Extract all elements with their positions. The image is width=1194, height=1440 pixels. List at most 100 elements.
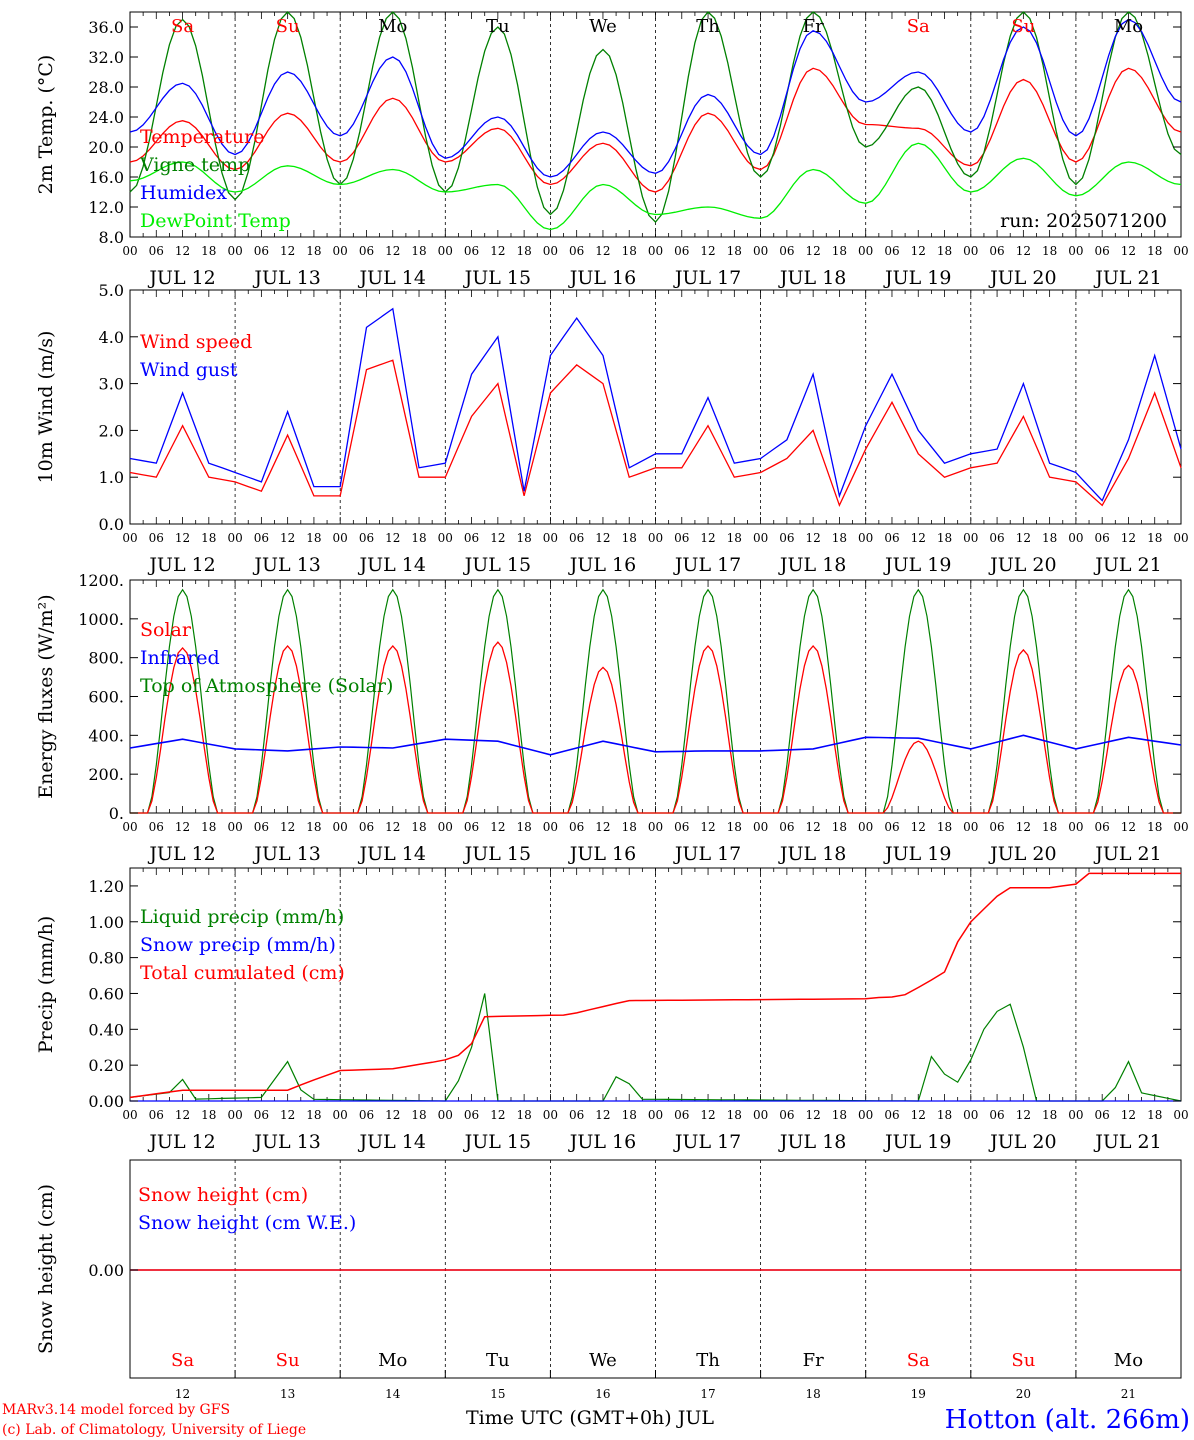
hour-tick-label: 12 bbox=[911, 820, 926, 834]
hour-tick-label: 18 bbox=[1042, 244, 1057, 258]
date-label: JUL 14 bbox=[358, 843, 426, 865]
wind-series-1 bbox=[129, 307, 1182, 502]
hour-tick-label: 18 bbox=[937, 1108, 952, 1122]
hour-tick-label: 06 bbox=[1095, 820, 1110, 834]
hour-tick-label: 12 bbox=[490, 244, 505, 258]
day-number: 12 bbox=[175, 1387, 190, 1401]
hour-tick-label: 18 bbox=[516, 820, 531, 834]
hour-tick-label: 18 bbox=[201, 820, 216, 834]
day-name: Tu bbox=[486, 16, 510, 37]
hour-tick-label: 00 bbox=[753, 820, 768, 834]
hour-tick-label: 18 bbox=[411, 1108, 426, 1122]
hour-tick-label: 00 bbox=[753, 1108, 768, 1122]
hour-tick-label: 12 bbox=[280, 1108, 295, 1122]
y-tick-label: 4.0 bbox=[99, 328, 124, 347]
hour-tick-label: 00 bbox=[1173, 1108, 1188, 1122]
hour-tick-label: 06 bbox=[149, 820, 164, 834]
day-number: 13 bbox=[280, 1387, 295, 1401]
y-tick-label: 0.20 bbox=[88, 1056, 124, 1075]
day-name: Sa bbox=[907, 1350, 930, 1371]
hour-tick-label: 00 bbox=[333, 244, 348, 258]
date-label: JUL 18 bbox=[778, 843, 846, 865]
hour-tick-label: 06 bbox=[884, 1108, 899, 1122]
day-name: We bbox=[589, 16, 617, 37]
hour-tick-label: 12 bbox=[490, 1108, 505, 1122]
y-tick-label: 0.60 bbox=[88, 984, 124, 1003]
legend-blue: Wind gust bbox=[140, 359, 238, 381]
hour-tick-label: 00 bbox=[227, 531, 242, 545]
hour-tick-label: 06 bbox=[779, 531, 794, 545]
day-name: Su bbox=[276, 16, 300, 37]
hour-tick-label: 18 bbox=[1042, 531, 1057, 545]
hour-tick-label: 12 bbox=[1016, 244, 1031, 258]
hour-tick-label: 00 bbox=[1068, 820, 1083, 834]
hour-tick-label: 06 bbox=[884, 820, 899, 834]
day-name: We bbox=[589, 1350, 617, 1371]
date-label: JUL 12 bbox=[147, 1131, 215, 1153]
y-tick-label: 1.0 bbox=[99, 468, 124, 487]
hour-tick-label: 18 bbox=[306, 1108, 321, 1122]
temp-series-2 bbox=[129, 18, 1182, 178]
lab-credit: (c) Lab. of Climatology, University of L… bbox=[2, 1422, 306, 1438]
hour-tick-label: 00 bbox=[1173, 531, 1188, 545]
hour-tick-label: 12 bbox=[490, 820, 505, 834]
hour-tick-label: 18 bbox=[832, 1108, 847, 1122]
hour-tick-label: 00 bbox=[963, 531, 978, 545]
panel-3: 00 06 12 18 JUL 12 00 06 12 18 JUL 13 00 06 12 18 JUL … bbox=[122, 579, 1189, 865]
hour-tick-label: 06 bbox=[989, 1108, 1004, 1122]
hour-tick-label: 12 bbox=[1121, 1108, 1136, 1122]
date-label: JUL 19 bbox=[883, 843, 951, 865]
hour-tick-label: 18 bbox=[411, 244, 426, 258]
hour-tick-label: 18 bbox=[832, 820, 847, 834]
legend-blue: Infrared bbox=[140, 647, 220, 669]
hour-tick-label: 18 bbox=[832, 531, 847, 545]
day-name: Sa bbox=[907, 16, 930, 37]
hour-tick-label: 06 bbox=[464, 820, 479, 834]
hour-tick-label: 12 bbox=[1016, 820, 1031, 834]
y-tick-label: 28.0 bbox=[88, 78, 124, 97]
hour-tick-label: 12 bbox=[700, 531, 715, 545]
hour-tick-label: 00 bbox=[648, 531, 663, 545]
date-label: JUL 20 bbox=[988, 554, 1056, 576]
hour-tick-label: 18 bbox=[306, 531, 321, 545]
day-number: 16 bbox=[595, 1387, 610, 1401]
y-axis-title: 10m Wind (m/s) bbox=[35, 331, 57, 484]
hour-tick-label: 18 bbox=[201, 531, 216, 545]
legend-red: Total cumulated (cm) bbox=[140, 962, 345, 984]
hour-tick-label: 12 bbox=[806, 244, 821, 258]
hour-tick-label: 06 bbox=[1095, 531, 1110, 545]
date-label: JUL 17 bbox=[673, 843, 741, 865]
hour-tick-label: 18 bbox=[1147, 820, 1162, 834]
hour-tick-label: 00 bbox=[122, 244, 137, 258]
y-tick-label: 12.0 bbox=[88, 198, 124, 217]
date-label: JUL 19 bbox=[883, 267, 951, 289]
hour-tick-label: 18 bbox=[411, 531, 426, 545]
panel-2: 00 06 12 18 JUL 12 00 06 12 18 JUL 13 00 06 12 18 JUL … bbox=[122, 289, 1189, 576]
hour-tick-label: 00 bbox=[858, 244, 873, 258]
y-tick-label: 0.00 bbox=[88, 1092, 124, 1111]
hour-tick-label: 00 bbox=[333, 531, 348, 545]
hour-tick-label: 06 bbox=[569, 531, 584, 545]
date-label: JUL 12 bbox=[147, 554, 215, 576]
hour-tick-label: 06 bbox=[674, 1108, 689, 1122]
y-tick-label: 200. bbox=[88, 765, 124, 784]
y-tick-label: 800. bbox=[88, 649, 124, 668]
hour-tick-label: 12 bbox=[806, 531, 821, 545]
hour-tick-label: 18 bbox=[516, 244, 531, 258]
hour-tick-label: 00 bbox=[543, 244, 558, 258]
hour-tick-label: 00 bbox=[963, 244, 978, 258]
hour-tick-label: 12 bbox=[1016, 1108, 1031, 1122]
hour-tick-label: 00 bbox=[858, 1108, 873, 1122]
hour-tick-label: 18 bbox=[1147, 1108, 1162, 1122]
hour-tick-label: 00 bbox=[858, 820, 873, 834]
date-label: JUL 21 bbox=[1093, 554, 1161, 576]
hour-tick-label: 18 bbox=[937, 244, 952, 258]
hour-tick-label: 06 bbox=[464, 244, 479, 258]
infrared-line bbox=[129, 734, 1182, 756]
day-name: Mo bbox=[1114, 1350, 1143, 1371]
y-tick-label: 36.0 bbox=[88, 18, 124, 37]
hour-tick-label: 00 bbox=[1173, 820, 1188, 834]
hour-tick-label: 06 bbox=[989, 820, 1004, 834]
date-label: JUL 16 bbox=[568, 267, 636, 289]
